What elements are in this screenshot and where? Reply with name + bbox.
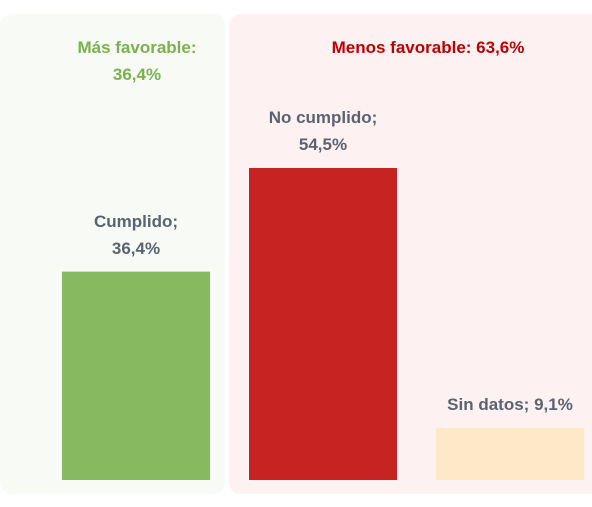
group-label: Menos favorable: 63,6% (331, 38, 525, 57)
bar (249, 168, 397, 480)
bar (62, 271, 210, 480)
group-label: Más favorable: 36,4% (77, 38, 197, 84)
data-label: No cumplido; 54,5% (268, 108, 378, 154)
data-label: Cumplido; 36,4% (93, 211, 179, 258)
data-label: Sin datos; 9,1% (447, 394, 573, 414)
bar (436, 427, 584, 480)
